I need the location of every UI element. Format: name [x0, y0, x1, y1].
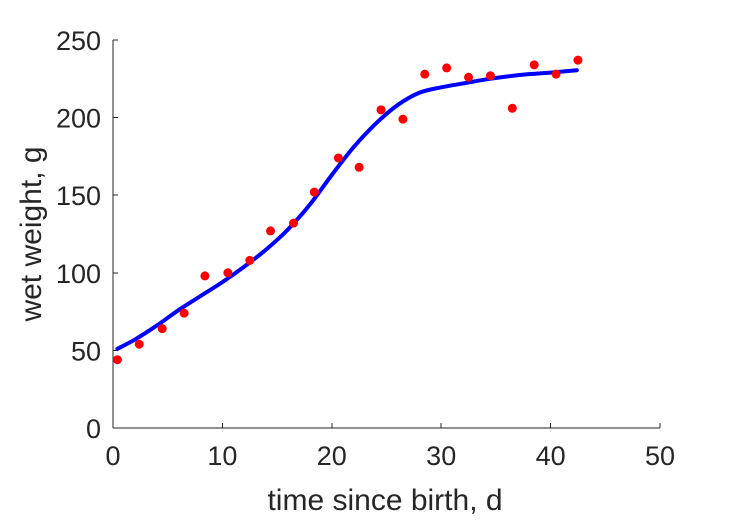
axes [112, 40, 660, 429]
data-point [289, 218, 299, 228]
data-point [266, 226, 276, 236]
data-point [464, 72, 474, 82]
data-point [200, 271, 210, 281]
x-tick-label: 30 [426, 441, 456, 471]
data-point [245, 255, 255, 265]
x-tick-label: 0 [105, 441, 120, 471]
x-tick-label: 10 [207, 441, 237, 471]
data-point [333, 153, 343, 163]
data-point [179, 308, 189, 318]
data-point [354, 162, 364, 172]
ticks: 0 10 20 30 40 50 0 50 100 150 200 250 [56, 26, 675, 471]
data-point [573, 55, 583, 65]
data-point [507, 103, 517, 113]
data-point [551, 69, 561, 79]
data-point [529, 60, 539, 70]
y-tick-label: 200 [56, 104, 101, 134]
y-axis-label: wet weight, g [15, 146, 48, 322]
data-point [398, 114, 408, 124]
y-tick-label: 100 [56, 259, 101, 289]
y-tick-label: 150 [56, 181, 101, 211]
y-tick-label: 50 [71, 336, 101, 366]
data-point [112, 355, 122, 365]
data-point [376, 105, 386, 115]
data-point [223, 268, 233, 278]
y-tick-label: 250 [56, 26, 101, 56]
data-point [485, 71, 495, 81]
fit-line [115, 68, 579, 351]
x-axis-label: time since birth, d [267, 484, 502, 517]
x-tick-label: 50 [645, 441, 675, 471]
data-point [134, 339, 144, 349]
data-point [420, 69, 430, 79]
x-tick-label: 40 [536, 441, 566, 471]
series-layer [112, 55, 583, 365]
data-point [442, 63, 452, 73]
x-tick-label: 20 [317, 441, 347, 471]
data-point [157, 324, 167, 334]
y-tick-label: 0 [86, 414, 101, 444]
data-point [309, 187, 319, 197]
